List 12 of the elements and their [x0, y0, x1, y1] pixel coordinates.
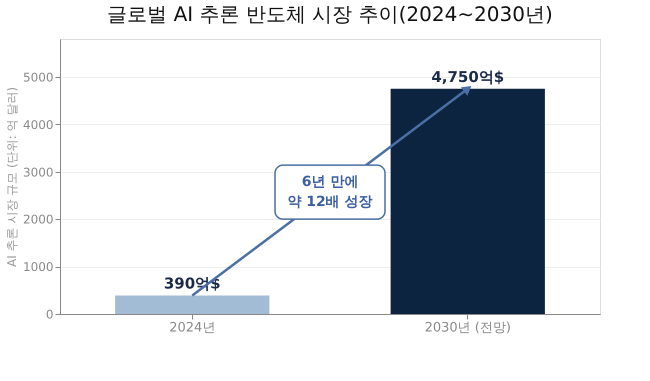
y-tick-label: 0	[46, 308, 54, 322]
data-label: 4,750억$	[431, 68, 504, 86]
y-axis-title: AI 추론 시장 규모 (단위: 억 달러)	[4, 86, 19, 268]
y-tick-label: 3000	[22, 165, 54, 180]
annotation: 6년 만에 약 12배 성장	[287, 174, 373, 210]
chart-title: 글로벌 AI 추론 반도체 시장 추이(2024~2030년)	[107, 2, 553, 26]
x-tick-label: 2024년	[169, 320, 216, 336]
y-tick-label: 2000	[22, 212, 54, 227]
x-tick-label: 2030년 (전망)	[424, 320, 511, 336]
y-tick-label: 4000	[22, 118, 54, 132]
y-tick-label: 1000	[22, 260, 54, 274]
y-tick-label: 5000	[22, 70, 54, 84]
